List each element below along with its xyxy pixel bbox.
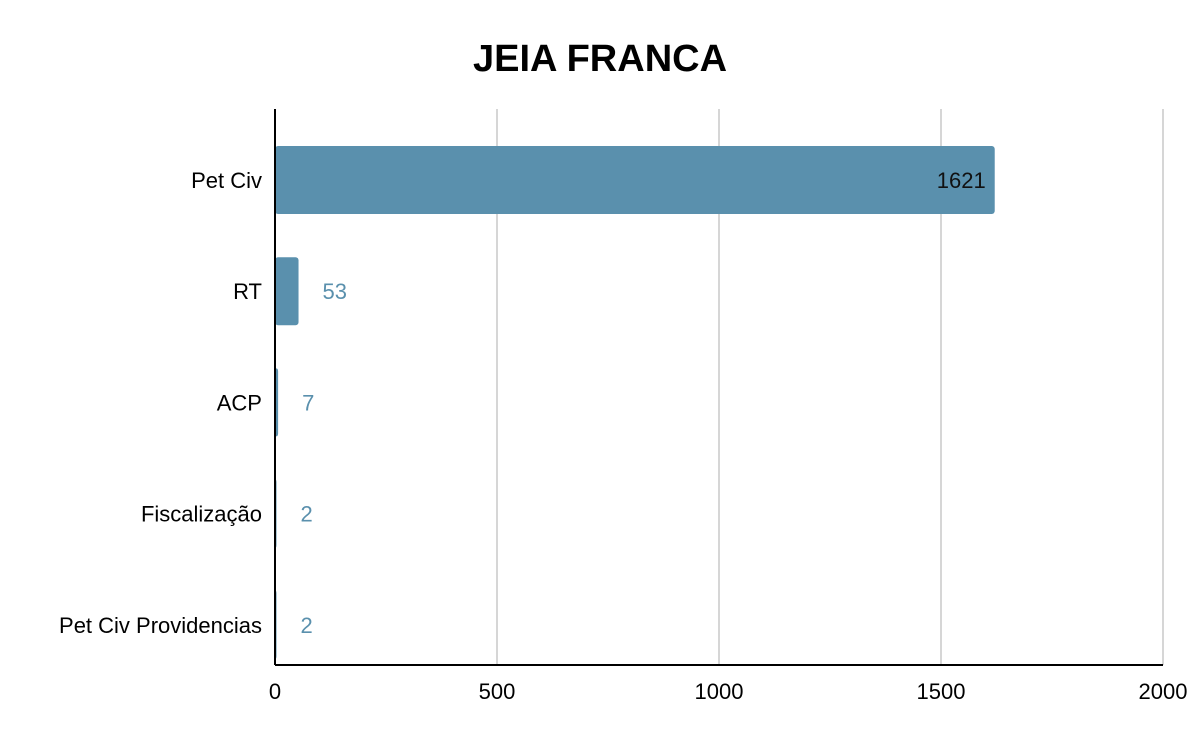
x-tick-label: 1500 bbox=[917, 679, 966, 704]
data-label: 1621 bbox=[937, 168, 986, 193]
category-label: Fiscalização bbox=[141, 502, 262, 527]
data-label: 2 bbox=[301, 613, 313, 638]
chart-title: JEIA FRANCA bbox=[472, 38, 728, 80]
x-tick-label: 500 bbox=[479, 679, 516, 704]
category-label: Pet Civ bbox=[191, 168, 262, 193]
category-label: RT bbox=[233, 279, 262, 304]
data-label: 2 bbox=[301, 502, 313, 527]
category-label: Pet Civ Providencias bbox=[59, 613, 262, 638]
x-tick-label: 0 bbox=[269, 679, 281, 704]
data-label: 7 bbox=[302, 390, 314, 415]
x-tick-label: 2000 bbox=[1139, 679, 1188, 704]
bar bbox=[275, 257, 299, 326]
x-tick-label: 1000 bbox=[695, 679, 744, 704]
category-label: ACP bbox=[217, 390, 262, 415]
bar bbox=[275, 146, 995, 214]
data-label: 53 bbox=[323, 279, 347, 304]
